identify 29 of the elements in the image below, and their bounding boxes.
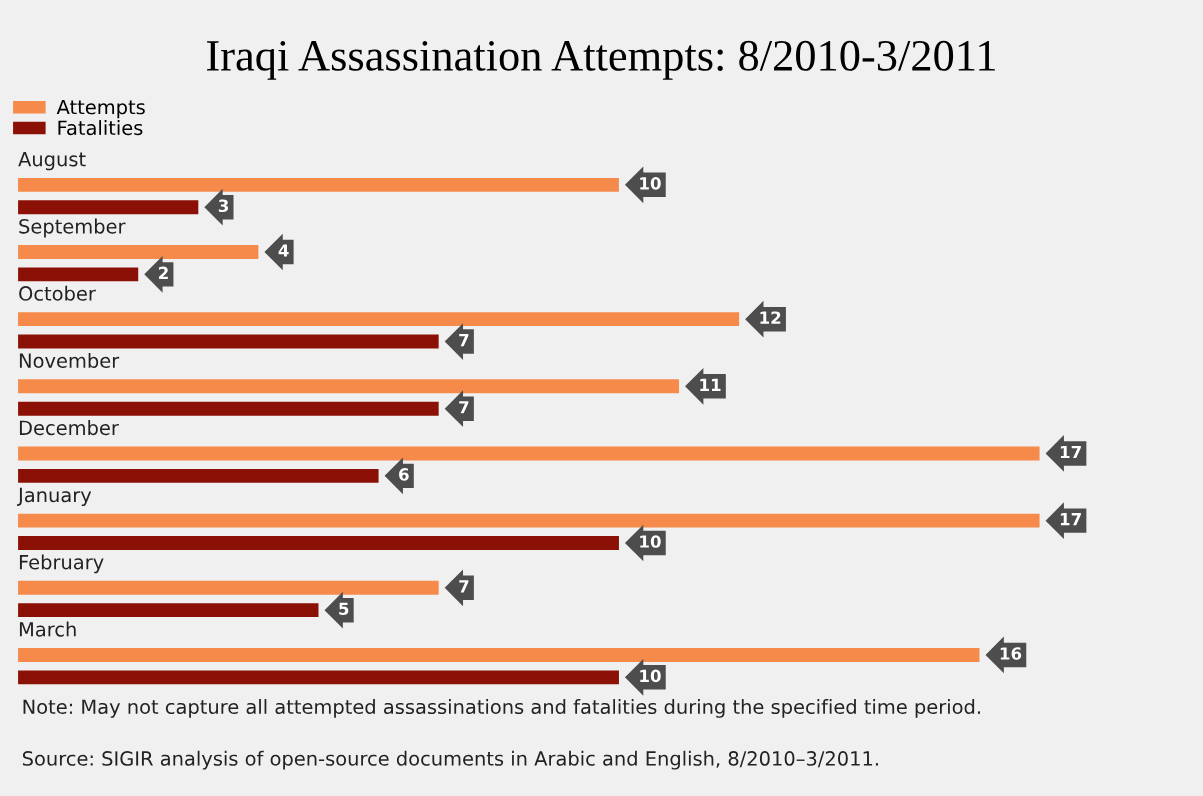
y-tick-label: March — [19, 621, 76, 637]
data-label: 17 — [1060, 445, 1081, 459]
y-tick-label: October — [19, 285, 96, 301]
source-note: Source: SIGIR analysis of open-source documents in Arabic and English, 8/2010–3/2011. — [22, 750, 878, 770]
y-tick-label: August — [18, 152, 86, 171]
data-label: 10 — [640, 669, 661, 683]
text: Note: May not capture all attempted assassinations and fatalities during the specified time period. — [23, 699, 980, 718]
legend-label: Attempts — [56, 99, 145, 119]
data-label: 11 — [700, 378, 721, 391]
data-label: 7 — [459, 333, 469, 347]
data-label: 12 — [760, 311, 781, 324]
data-label: 4 — [278, 244, 289, 257]
data-label: 3 — [218, 199, 229, 213]
data-label: 10 — [640, 177, 661, 190]
y-tick-label: December — [19, 420, 119, 436]
data-label: 6 — [399, 468, 409, 481]
y-tick-label: November — [19, 352, 120, 368]
data-label: 17 — [1060, 513, 1081, 526]
y-tick-label: January — [17, 487, 92, 507]
data-label: 5 — [339, 602, 349, 616]
data-label: 7 — [459, 580, 469, 593]
y-tick-label: February — [19, 554, 104, 574]
data-label: 2 — [158, 266, 168, 279]
legend-label: Fatalities — [58, 120, 143, 136]
data-label: 16 — [1000, 647, 1022, 660]
data-label: 7 — [459, 401, 469, 414]
chart-title: Iraqi Assassination Attempts: 8/2010-3/2011 — [207, 40, 995, 80]
data-label: 10 — [640, 535, 661, 548]
y-tick-label: September — [19, 218, 126, 238]
